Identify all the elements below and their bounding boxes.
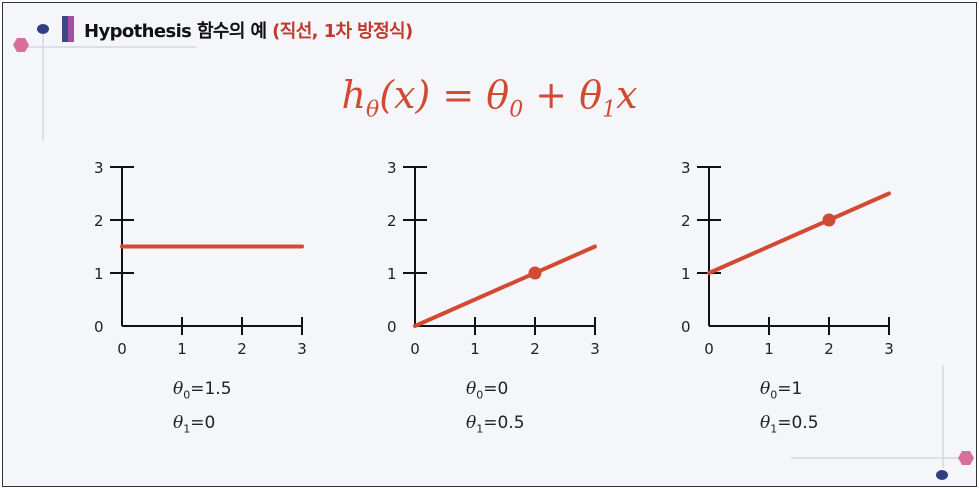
- y-tick-label: 2: [387, 212, 397, 230]
- chart-3-theta0: θ0=1: [760, 379, 803, 402]
- y-tick-label: 2: [94, 212, 104, 230]
- pink-hexagon-icon: [13, 38, 29, 52]
- title-bar-purple: [68, 16, 74, 42]
- chart-1: 0 1 2 3 0 1 2 3: [94, 159, 307, 358]
- chart-3-theta1: θ1=0.5: [760, 413, 819, 436]
- title-subtitle: (직선, 1차 방정식): [272, 21, 413, 42]
- x-tick-label: 1: [177, 340, 187, 358]
- y-tick-label: 0: [387, 318, 397, 336]
- x-tick-label: 0: [410, 340, 420, 358]
- y-tick-label: 0: [681, 318, 691, 336]
- x-tick-label: 2: [237, 340, 247, 358]
- hypothesis-line: [413, 244, 597, 328]
- x-tick-label: 2: [824, 340, 834, 358]
- x-tick-label: 1: [764, 340, 774, 358]
- hypothesis-formula: hθ(x) = θ0 + θ1x: [341, 73, 638, 123]
- chart-2: 0 1 2 3 0 1 2 3: [387, 159, 600, 358]
- y-tick-label: 1: [387, 265, 397, 283]
- chart-2-theta0: θ0=0: [466, 379, 509, 402]
- chart-1-theta1: θ1=0: [173, 413, 216, 436]
- x-tick-label: 1: [470, 340, 480, 358]
- y-tick-label: 3: [387, 159, 397, 177]
- chart-3: 0 1 2 3 0 1 2 3: [681, 159, 894, 358]
- hypothesis-line: [707, 191, 891, 275]
- title-text: Hypothesis 함수의 예: [84, 21, 267, 42]
- title-bar-navy: [62, 16, 68, 42]
- y-tick-label: 1: [94, 265, 104, 283]
- data-point: [528, 266, 542, 280]
- navy-dot-icon: [37, 24, 49, 34]
- y-tick-label: 2: [681, 212, 691, 230]
- y-tick-label: 3: [94, 159, 104, 177]
- x-tick-label: 2: [530, 340, 540, 358]
- decorations: 0 1 2 3 0 1 2 3 0 1 2 3 0 1 2 3 0 1 2 3 0 1 2 3: [13, 16, 974, 480]
- y-tick-label: 3: [681, 159, 691, 177]
- chart-2-theta1: θ1=0.5: [466, 413, 525, 436]
- x-tick-label: 3: [590, 340, 600, 358]
- y-tick-label: 0: [94, 318, 104, 336]
- navy-dot-icon: [936, 470, 948, 480]
- y-tick-label: 1: [681, 265, 691, 283]
- x-tick-label: 3: [884, 340, 894, 358]
- slide-title: Hypothesis 함수의 예 (직선, 1차 방정식): [84, 17, 413, 43]
- pink-hexagon-icon: [958, 451, 974, 465]
- x-tick-label: 0: [117, 340, 127, 358]
- x-tick-label: 3: [297, 340, 307, 358]
- x-tick-label: 0: [704, 340, 714, 358]
- chart-1-theta0: θ0=1.5: [173, 379, 232, 402]
- data-point: [822, 213, 836, 227]
